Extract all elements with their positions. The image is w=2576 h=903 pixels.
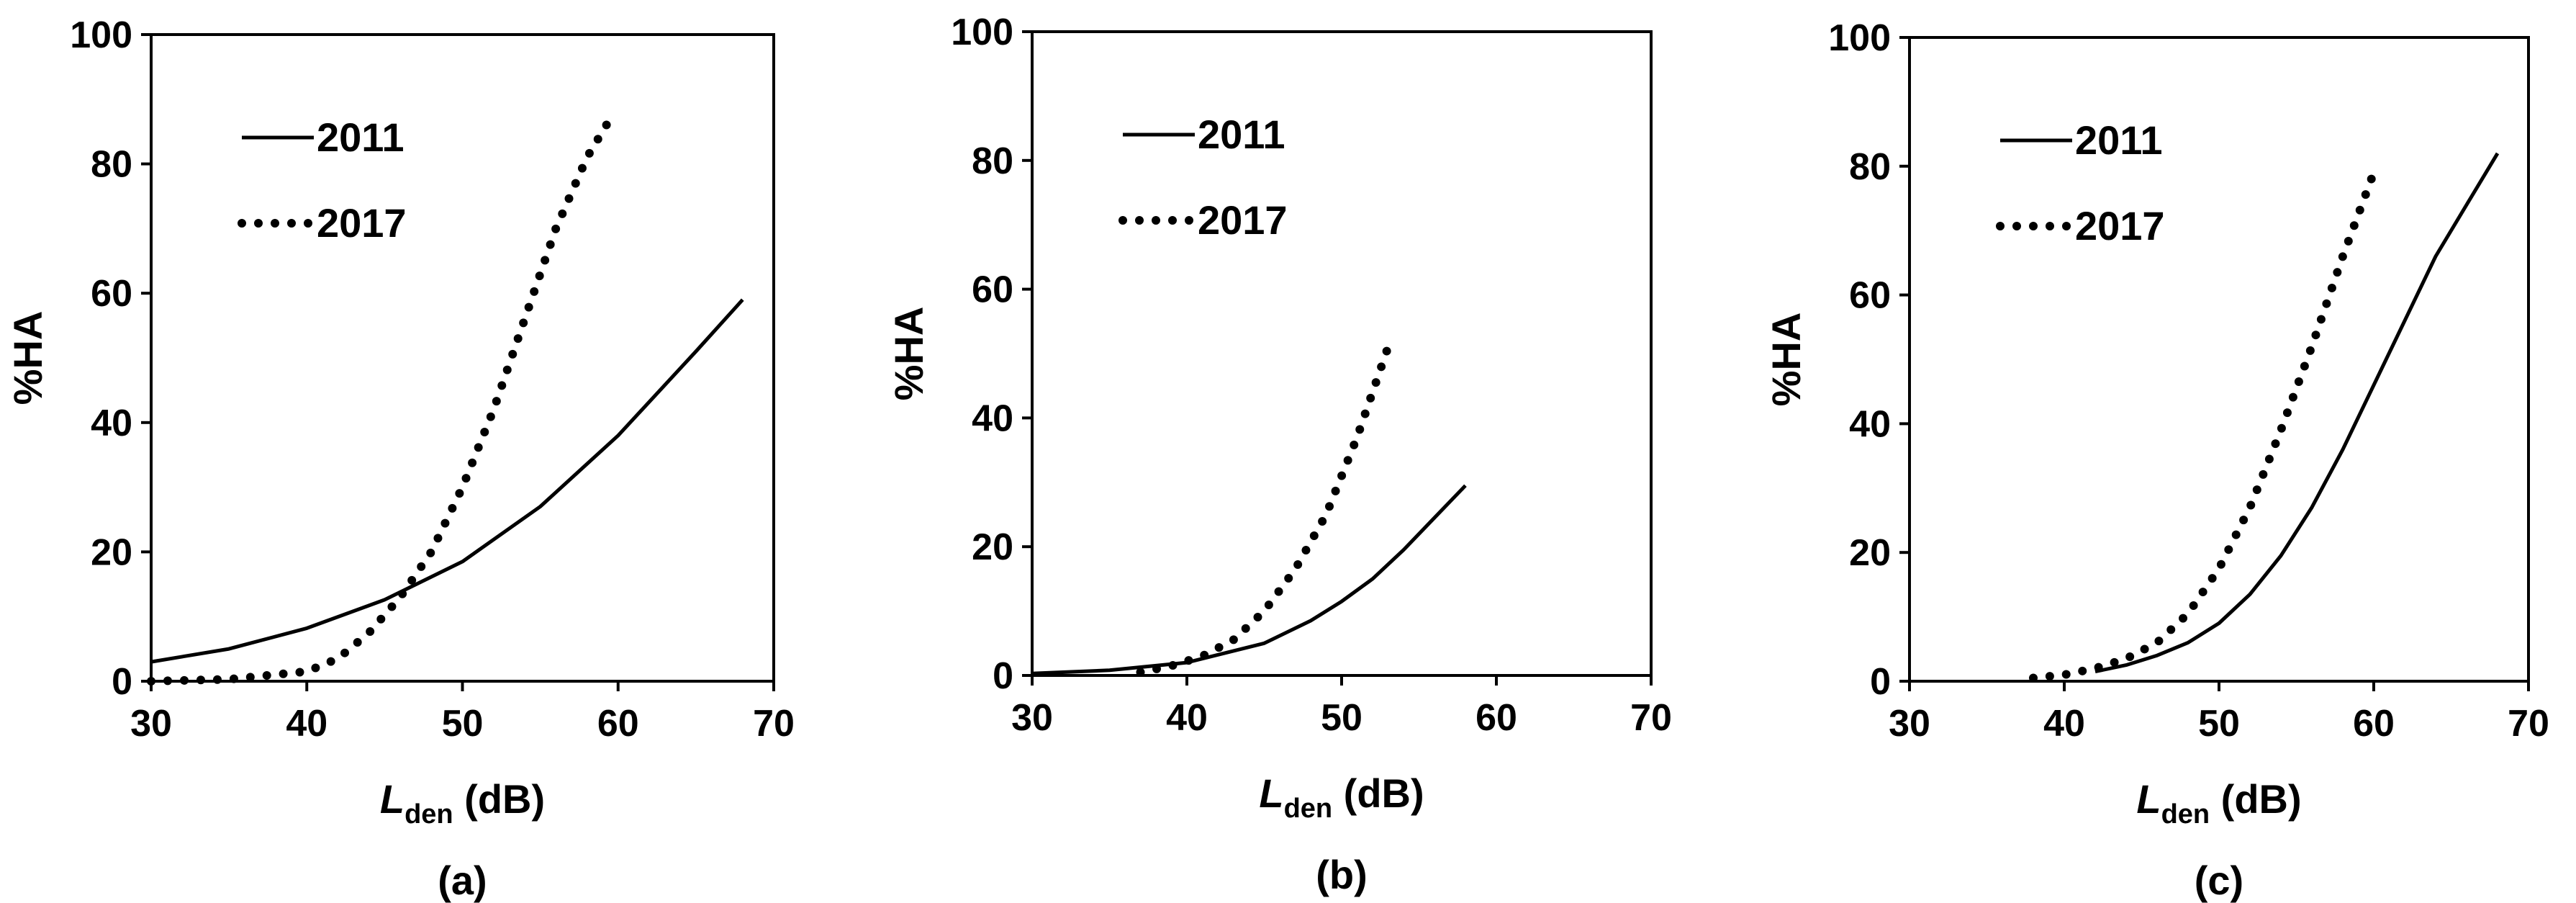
series-line-2011 bbox=[150, 298, 744, 664]
chart-c: 30 40 50 60 70 0 20 40 60 80 100 2011 2017 Lden (dB)%… bbox=[1763, 17, 2549, 903]
y-tick-label: 20 bbox=[1849, 532, 1891, 574]
x-axis-label-var: L bbox=[2136, 776, 2161, 822]
x-axis-label-var: L bbox=[1259, 771, 1283, 816]
series-line-2011 bbox=[1031, 484, 1467, 675]
panel-label: (c) bbox=[2195, 858, 2243, 903]
y-tick-label: 60 bbox=[91, 273, 132, 315]
x-axis-label-unit: (dB) bbox=[1332, 771, 1424, 816]
y-axis-label: %HA bbox=[886, 307, 931, 401]
x-axis-label-sub: den bbox=[2161, 799, 2210, 830]
x-tick-label: 60 bbox=[597, 703, 639, 745]
x-axis-label: Lden (dB) bbox=[1259, 771, 1424, 824]
plot-frame bbox=[1908, 36, 2530, 683]
series-line-2017 bbox=[1136, 343, 1393, 677]
x-tick-label: 50 bbox=[2198, 703, 2240, 745]
legend-label-2011: 2011 bbox=[317, 114, 405, 160]
y-tick-label: 80 bbox=[1849, 146, 1891, 188]
series-line-2017 bbox=[147, 114, 615, 686]
x-tick-label: 50 bbox=[1321, 697, 1362, 739]
legend-label-2017: 2017 bbox=[317, 200, 407, 246]
y-tick-label: 20 bbox=[972, 526, 1013, 568]
y-tick-label: 40 bbox=[91, 403, 132, 444]
x-axis-label-unit: (dB) bbox=[2210, 776, 2302, 822]
panel-label: (b) bbox=[1316, 852, 1368, 897]
x-tick-label: 30 bbox=[1889, 703, 1930, 745]
x-tick-label: 70 bbox=[753, 703, 795, 745]
y-axis-label: %HA bbox=[5, 311, 50, 405]
y-tick-label: 40 bbox=[972, 397, 1013, 439]
x-tick-label: 40 bbox=[286, 703, 327, 745]
x-tick-label: 70 bbox=[2508, 703, 2549, 745]
y-tick-label: 0 bbox=[993, 655, 1013, 697]
chart-b: 30 40 50 60 70 0 20 40 60 80 100 2011 2017 Lden (dB)%… bbox=[886, 12, 1672, 897]
y-tick-label: 0 bbox=[1870, 661, 1891, 703]
legend-label-2011: 2011 bbox=[2075, 117, 2163, 163]
x-tick-label: 40 bbox=[1166, 697, 1208, 739]
x-axis-label-var: L bbox=[380, 776, 405, 822]
legend-label-2017: 2017 bbox=[1198, 197, 1288, 243]
y-axis-label: %HA bbox=[1763, 313, 1809, 407]
plot-frame bbox=[1031, 30, 1653, 677]
y-tick-label: 40 bbox=[1849, 403, 1891, 445]
y-tick-label: 60 bbox=[1849, 275, 1891, 317]
legend-label-2017: 2017 bbox=[2075, 203, 2165, 248]
y-tick-label: 60 bbox=[972, 269, 1013, 311]
y-tick-label: 80 bbox=[91, 144, 132, 186]
x-axis-label-sub: den bbox=[405, 799, 453, 830]
x-axis-label: Lden (dB) bbox=[380, 776, 545, 830]
x-axis-label-sub: den bbox=[1284, 794, 1333, 824]
x-tick-label: 40 bbox=[2043, 703, 2085, 745]
legend-label-2011: 2011 bbox=[1198, 112, 1285, 157]
x-tick-label: 30 bbox=[1011, 697, 1053, 739]
x-axis-label-unit: (dB) bbox=[453, 776, 546, 822]
y-tick-label: 100 bbox=[951, 12, 1013, 53]
y-tick-label: 100 bbox=[70, 14, 132, 56]
panel-label: (a) bbox=[438, 858, 487, 903]
x-tick-label: 60 bbox=[2353, 703, 2395, 745]
chart-a: 30 40 50 60 70 0 20 40 60 80 100 2011 2017 Lden (dB)%… bbox=[5, 14, 795, 903]
x-tick-label: 70 bbox=[1630, 697, 1672, 739]
y-tick-label: 80 bbox=[972, 140, 1013, 182]
y-tick-label: 20 bbox=[91, 531, 132, 573]
x-axis-label: Lden (dB) bbox=[2136, 776, 2301, 830]
x-tick-label: 50 bbox=[442, 703, 484, 745]
y-tick-label: 100 bbox=[1828, 17, 1891, 59]
y-tick-label: 0 bbox=[112, 661, 132, 703]
plot-frame bbox=[150, 33, 775, 683]
x-tick-label: 60 bbox=[1475, 697, 1517, 739]
series-line-2017 bbox=[2029, 168, 2378, 683]
x-tick-label: 30 bbox=[130, 703, 172, 745]
series-line-2011 bbox=[2094, 152, 2500, 674]
